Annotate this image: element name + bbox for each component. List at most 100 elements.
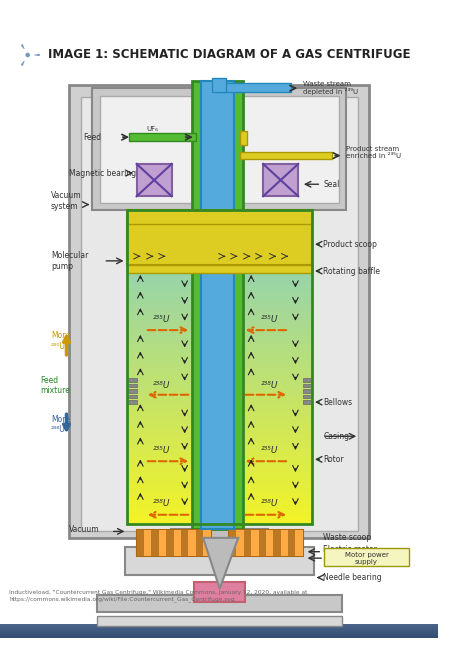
Bar (128, 355, 312, 359)
Bar (128, 245, 312, 249)
Bar (128, 492, 312, 497)
Bar (173, 530, 181, 556)
Bar (0, 626, 438, 627)
Bar (258, 530, 266, 556)
Bar (0, 634, 438, 636)
Bar (194, 582, 245, 603)
Bar (128, 363, 312, 367)
Text: Electric motor: Electric motor (323, 546, 377, 554)
Text: More
²³⁵U: More ²³⁵U (51, 332, 70, 351)
Bar (0, 633, 438, 634)
Bar (128, 300, 312, 304)
Bar (192, 81, 243, 528)
Bar (128, 233, 312, 237)
Bar (128, 261, 312, 265)
Bar (97, 595, 342, 612)
Bar (229, 530, 303, 556)
Bar (92, 88, 346, 210)
Bar (128, 276, 312, 280)
Bar (128, 213, 312, 218)
Bar (128, 512, 312, 516)
Bar (128, 402, 312, 406)
Text: ²³⁸U: ²³⁸U (261, 499, 278, 508)
Bar (0, 627, 438, 629)
Bar (128, 272, 312, 276)
Bar (128, 304, 312, 308)
Bar (128, 430, 312, 434)
Bar (128, 320, 312, 324)
Bar (128, 367, 312, 371)
Text: Rotating baffle: Rotating baffle (323, 267, 380, 276)
Bar (128, 387, 312, 391)
Bar (128, 371, 312, 375)
Text: Inductiveload, "Countercurrent Gas Centrifuge," Wikimedia Commons, January 12, 2: Inductiveload, "Countercurrent Gas Centr… (9, 591, 308, 602)
Bar (212, 78, 226, 92)
Bar (188, 530, 196, 556)
Bar (128, 414, 312, 418)
Bar (128, 378, 137, 382)
Bar (0, 625, 438, 626)
Bar (128, 328, 312, 332)
Bar (128, 296, 312, 300)
Bar (303, 384, 312, 387)
Text: ²³⁵U: ²³⁵U (261, 314, 278, 324)
Bar (128, 351, 312, 355)
Wedge shape (33, 53, 41, 57)
Bar (128, 390, 312, 394)
Bar (128, 316, 312, 320)
Bar (128, 241, 312, 245)
Bar (128, 422, 312, 426)
Bar (128, 445, 312, 450)
Bar (266, 530, 273, 556)
Wedge shape (19, 59, 26, 67)
Bar (128, 210, 312, 224)
Bar (171, 528, 268, 552)
Bar (128, 217, 312, 222)
Bar (69, 86, 369, 538)
Bar (128, 375, 312, 379)
Text: Casing: Casing (323, 432, 349, 441)
Bar (217, 83, 291, 92)
Bar (151, 530, 159, 556)
Text: More
²³⁸U: More ²³⁸U (51, 414, 70, 434)
Circle shape (24, 51, 31, 59)
Bar (128, 434, 312, 438)
Bar (128, 484, 312, 489)
Text: Molecular
pump: Molecular pump (51, 251, 88, 271)
Bar (181, 530, 188, 556)
Text: UF₆: UF₆ (146, 126, 158, 132)
Bar (137, 530, 210, 556)
Bar (203, 530, 210, 556)
Bar (128, 269, 312, 273)
Bar (128, 265, 312, 269)
Bar (128, 441, 312, 446)
Bar (0, 631, 438, 632)
Text: ²³⁵U: ²³⁵U (153, 314, 170, 324)
Bar (128, 400, 137, 404)
Bar (281, 530, 288, 556)
Bar (128, 249, 312, 253)
Text: ²³⁸U: ²³⁸U (153, 381, 170, 390)
Text: Waste scoop: Waste scoop (323, 533, 371, 542)
Bar (128, 312, 312, 316)
Bar (240, 131, 247, 145)
Bar (128, 339, 312, 343)
FancyBboxPatch shape (324, 548, 409, 566)
Bar (128, 384, 137, 387)
Bar (81, 97, 358, 531)
Bar (166, 530, 173, 556)
Bar (128, 284, 312, 288)
Bar (128, 389, 137, 393)
Text: Waste stream
depleted in ²³⁹U: Waste stream depleted in ²³⁹U (303, 81, 358, 95)
Text: Seal: Seal (323, 180, 339, 189)
Bar (128, 335, 312, 339)
Bar (128, 457, 312, 461)
Bar (137, 530, 144, 556)
Bar (128, 496, 312, 501)
Bar (128, 332, 312, 335)
Bar (128, 257, 312, 261)
Bar (229, 530, 237, 556)
Bar (125, 547, 314, 575)
Bar (128, 488, 312, 493)
Bar (128, 469, 312, 473)
